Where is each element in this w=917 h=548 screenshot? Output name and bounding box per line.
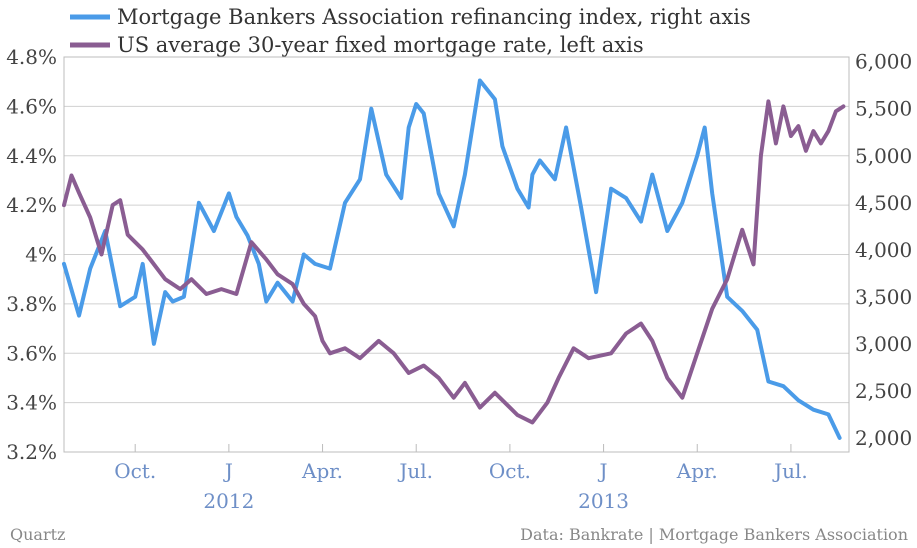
footer-source-brand: Quartz — [10, 525, 65, 544]
gridlines — [64, 105, 849, 404]
footer-data-credit: Data: Bankrate | Mortgage Bankers Associ… — [520, 525, 908, 544]
x-axis-years: 2012 2013 — [203, 489, 629, 513]
x-tick-label: Jul. — [772, 459, 808, 483]
plot-frame — [63, 56, 850, 453]
left-tick-label: 4.2% — [6, 193, 57, 217]
right-tick-label: 3,000 — [855, 332, 912, 356]
right-tick-label: 5,500 — [855, 97, 912, 121]
right-tick-label: 3,500 — [855, 285, 912, 309]
series-layer — [62, 78, 846, 440]
right-tick-label: 5,000 — [855, 144, 912, 168]
x-year-label: 2012 — [203, 489, 254, 513]
right-tick-label: 2,000 — [855, 426, 912, 450]
series-line-refinancing-index — [62, 78, 842, 440]
x-year-label: 2013 — [578, 489, 629, 513]
legend-label-refinancing: Mortgage Bankers Association refinancing… — [117, 5, 751, 29]
plot-area — [62, 56, 850, 453]
x-tick-label: Apr. — [676, 459, 718, 483]
left-tick-label: 4.8% — [6, 45, 57, 69]
legend: Mortgage Bankers Association refinancing… — [70, 5, 751, 57]
right-tick-label: 6,000 — [855, 50, 912, 74]
x-tick-label: Jul. — [397, 459, 433, 483]
legend-label-mortgage-rate: US average 30-year fixed mortgage rate, … — [117, 33, 644, 57]
series-line-mortgage-rate — [62, 99, 846, 425]
right-tick-label: 4,500 — [855, 191, 912, 215]
left-tick-label: 3.2% — [6, 440, 57, 464]
x-tick-label: Apr. — [301, 459, 343, 483]
left-tick-label: 3.8% — [6, 292, 57, 316]
left-tick-label: 3.4% — [6, 391, 57, 415]
left-tick-label: 4.4% — [6, 144, 57, 168]
x-tick-label: Oct. — [489, 459, 531, 483]
x-tick-marks — [134, 444, 792, 452]
x-tick-label: J — [598, 459, 608, 483]
left-tick-label: 4% — [25, 243, 57, 267]
right-tick-label: 2,500 — [855, 379, 912, 403]
left-tick-label: 3.6% — [6, 341, 57, 365]
x-tick-label: J — [223, 459, 233, 483]
x-tick-label: Oct. — [114, 459, 156, 483]
right-tick-label: 4,000 — [855, 238, 912, 262]
left-tick-label: 4.6% — [6, 94, 57, 118]
x-axis: Oct. J Apr. Jul. Oct. J Apr. Jul. — [114, 459, 808, 483]
left-axis: 4.8% 4.6% 4.4% 4.2% 4% 3.8% 3.6% 3.4% 3.2% — [6, 45, 57, 464]
right-axis: 6,000 5,500 5,000 4,500 4,000 3,500 3,000 2,500… — [855, 50, 912, 450]
